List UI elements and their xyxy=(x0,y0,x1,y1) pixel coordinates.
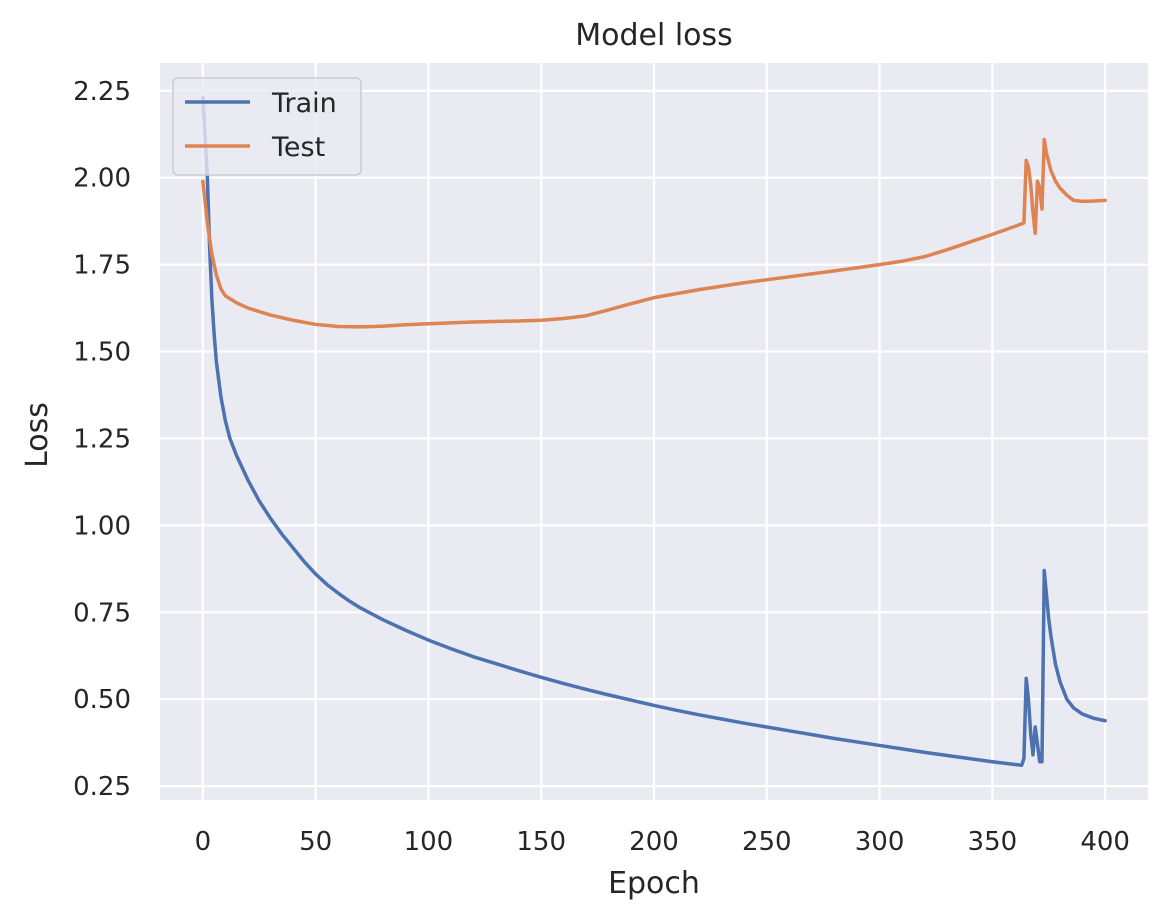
x-tick-label: 0 xyxy=(195,827,212,857)
y-tick-label: 1.00 xyxy=(73,511,131,541)
x-tick-label: 300 xyxy=(855,827,905,857)
x-tick-label: 400 xyxy=(1080,827,1130,857)
x-tick-label: 350 xyxy=(968,827,1018,857)
y-tick-label: 2.25 xyxy=(73,77,131,107)
legend-label-test: Test xyxy=(271,132,325,163)
y-axis-label: Loss xyxy=(20,402,55,468)
x-tick-labels: 0 50 100 150 200 250 300 350 400 xyxy=(195,827,1130,857)
series-line-test xyxy=(201,137,1107,329)
y-tick-label: 0.25 xyxy=(73,772,131,802)
y-tick-label: 1.50 xyxy=(73,338,131,368)
y-tick-label: 0.50 xyxy=(73,685,131,715)
x-tick-label: 200 xyxy=(629,827,679,857)
grid xyxy=(160,63,1148,800)
series-layer xyxy=(201,96,1107,767)
legend: Train Test xyxy=(172,77,362,176)
y-tick-label: 1.25 xyxy=(73,424,131,454)
x-tick-label: 150 xyxy=(516,827,566,857)
x-axis-label: Epoch xyxy=(608,866,700,901)
x-tick-label: 100 xyxy=(404,827,454,857)
y-tick-label: 1.75 xyxy=(73,251,131,281)
series-line-train xyxy=(201,96,1107,767)
y-tick-label: 2.00 xyxy=(73,164,131,194)
y-tick-label: 0.75 xyxy=(73,598,131,628)
x-tick-label: 250 xyxy=(742,827,792,857)
chart-title: Model loss xyxy=(575,18,733,53)
legend-label-train: Train xyxy=(271,88,337,119)
y-tick-labels: 0.25 0.50 0.75 1.00 1.25 1.50 1.75 2.00 2.25 xyxy=(73,77,131,802)
x-tick-label: 50 xyxy=(299,827,332,857)
